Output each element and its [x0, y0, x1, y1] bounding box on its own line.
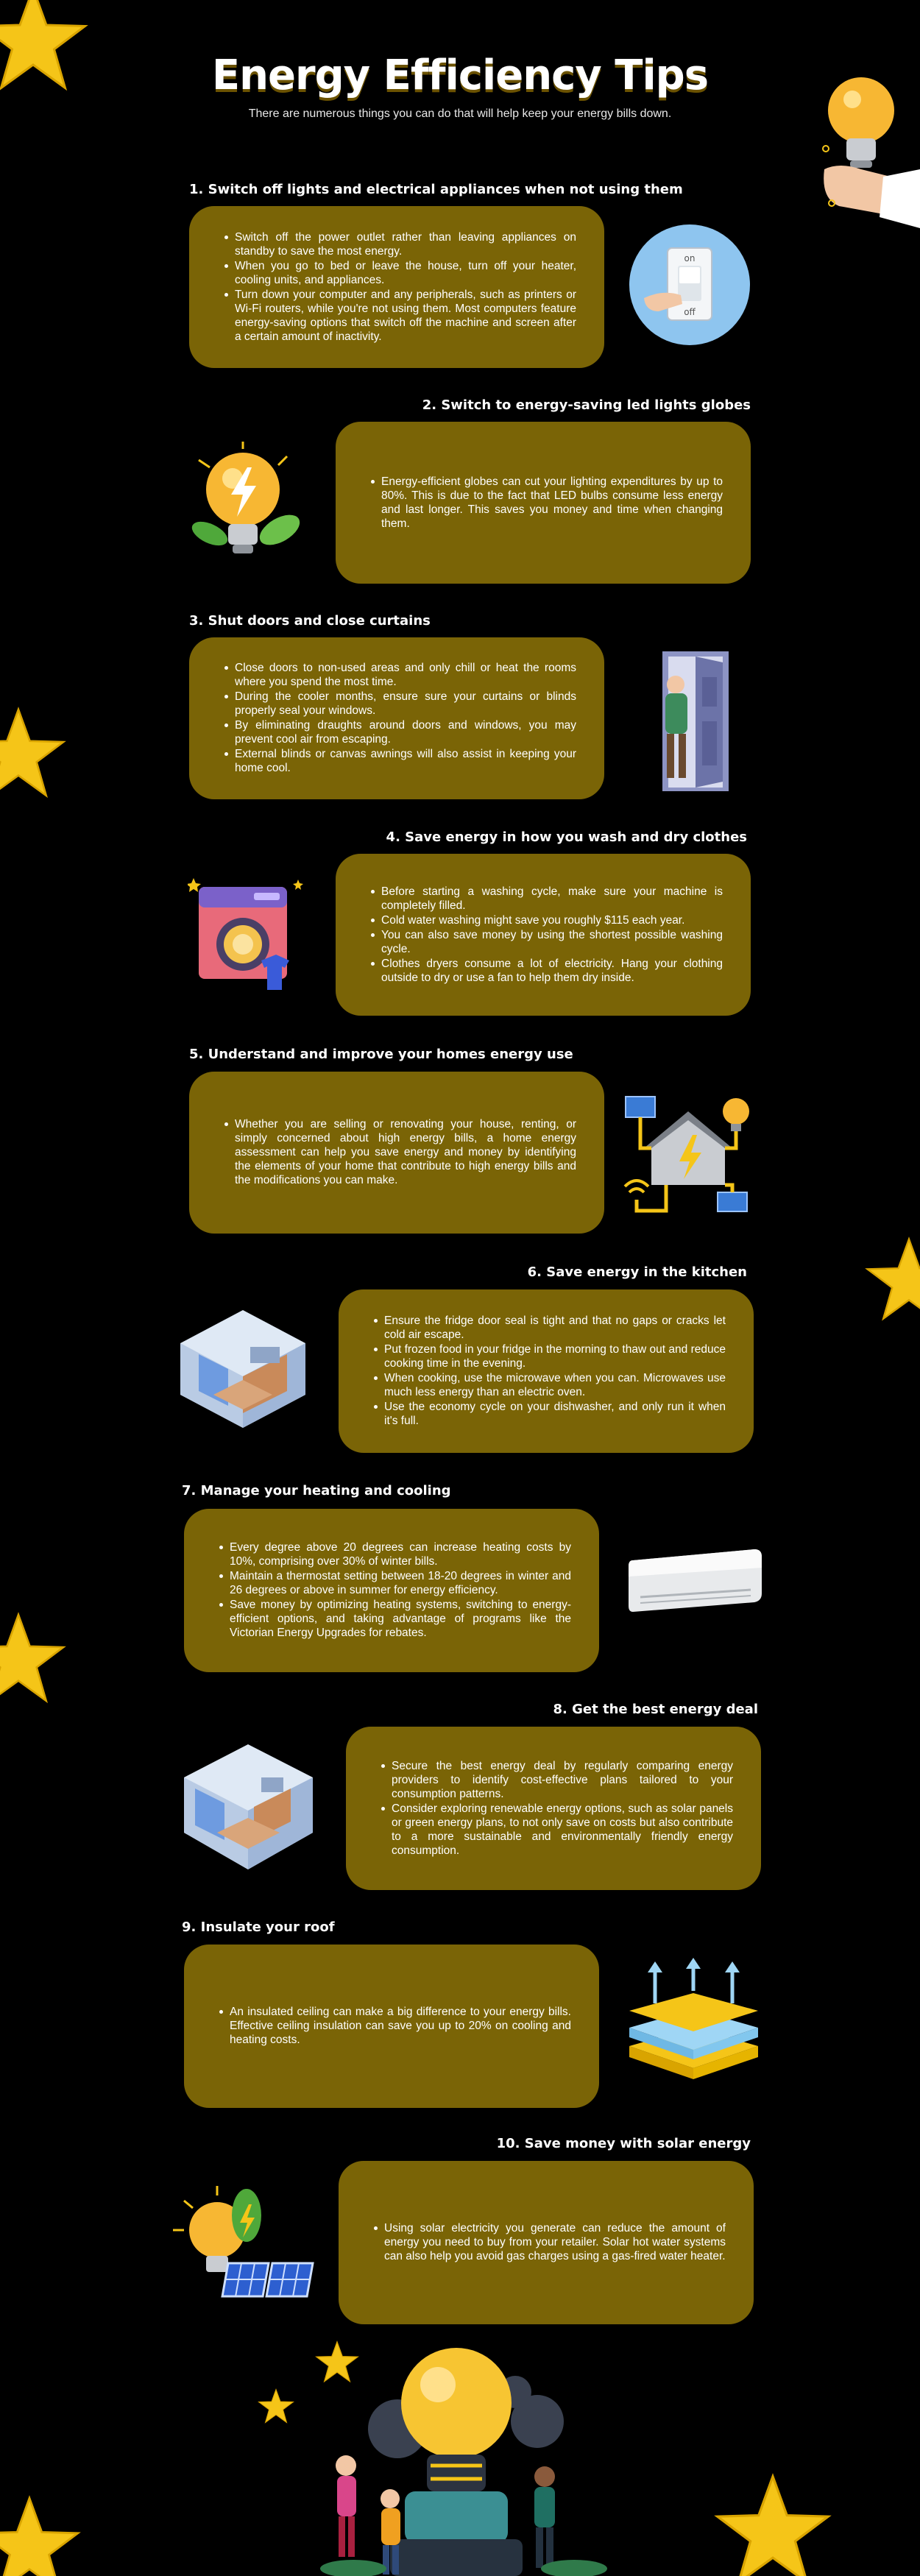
section-heading: 6. Save energy in the kitchen: [527, 1264, 747, 1280]
air-conditioner-icon: [629, 1549, 762, 1612]
tip-card: Energy-efficient globes can cut your lig…: [336, 422, 751, 584]
tip-list: An insulated ceiling can make a big diff…: [219, 2005, 571, 2048]
tip-list: Every degree above 20 degrees can increa…: [219, 1540, 571, 1641]
kitchen-room-icon: [180, 1310, 305, 1428]
section-heading: 5. Understand and improve your homes ene…: [189, 1047, 573, 1062]
tip-item: Switch off the power outlet rather than …: [224, 230, 576, 258]
tip-list: Energy-efficient globes can cut your lig…: [371, 475, 723, 531]
tip-card: Every degree above 20 degrees can increa…: [184, 1509, 599, 1672]
section-heading: 7. Manage your heating and cooling: [182, 1483, 451, 1498]
tip-card: Close doors to non-used areas and only c…: [189, 637, 604, 799]
tip-item: During the cooler months, ensure sure yo…: [224, 690, 576, 718]
section-heading: 2. Switch to energy-saving led lights gl…: [422, 397, 751, 413]
tip-item: You can also save money by using the sho…: [371, 928, 723, 956]
section-heading: 10. Save money with solar energy: [496, 2136, 751, 2151]
tip-item: An insulated ceiling can make a big diff…: [219, 2005, 571, 2047]
tip-item: Save money by optimizing heating systems…: [219, 1598, 571, 1640]
tip-list: Before starting a washing cycle, make su…: [371, 885, 723, 986]
tip-item: Whether you are selling or renovating yo…: [224, 1117, 576, 1187]
tip-card: Switch off the power outlet rather than …: [189, 206, 604, 368]
light-switch-icon: on off: [629, 224, 750, 345]
people-lightbulb-icon: [320, 2348, 607, 2576]
switch-on-label: on: [684, 253, 696, 263]
tip-card: Whether you are selling or renovating yo…: [189, 1072, 604, 1234]
star-icon: [315, 2340, 359, 2383]
switch-off-label: off: [684, 307, 696, 317]
tip-card: Before starting a washing cycle, make su…: [336, 854, 751, 1016]
solar-panel-icon: [173, 2186, 314, 2298]
tip-card: An insulated ceiling can make a big diff…: [184, 1945, 599, 2108]
section-heading: 1. Switch off lights and electrical appl…: [189, 182, 683, 197]
roof-insulation-icon: [629, 1958, 758, 2079]
section-heading: 4. Save energy in how you wash and dry c…: [386, 829, 747, 845]
led-bulb-icon: [191, 442, 300, 553]
tip-item: Use the economy cycle on your dishwasher…: [374, 1400, 726, 1428]
tip-item: By eliminating draughts around doors and…: [224, 718, 576, 746]
tip-card: Ensure the fridge door seal is tight and…: [339, 1289, 754, 1453]
tip-list: Using solar electricity you generate can…: [374, 2221, 726, 2264]
house-room-icon: [184, 1744, 313, 1869]
washing-machine-icon: [188, 878, 303, 990]
star-icon: [258, 2388, 294, 2424]
star-icon: [0, 1612, 66, 1704]
star-icon: [0, 2495, 81, 2576]
tip-item: Clothes dryers consume a lot of electric…: [371, 957, 723, 985]
tip-item: Before starting a washing cycle, make su…: [371, 885, 723, 913]
star-icon: [0, 0, 88, 91]
tip-item: Ensure the fridge door seal is tight and…: [374, 1314, 726, 1342]
tip-list: Close doors to non-used areas and only c…: [224, 661, 576, 776]
tip-item: Using solar electricity you generate can…: [374, 2221, 726, 2263]
hand-lightbulb-icon: [822, 77, 920, 228]
tip-item: Maintain a thermostat setting between 18…: [219, 1569, 571, 1597]
tip-item: Close doors to non-used areas and only c…: [224, 661, 576, 689]
tip-item: Consider exploring renewable energy opti…: [381, 1802, 733, 1858]
tip-item: Every degree above 20 degrees can increa…: [219, 1540, 571, 1568]
tip-card: Secure the best energy deal by regularly…: [346, 1727, 761, 1890]
page-title: Energy Efficiency Tips: [211, 52, 709, 99]
page-subtitle: There are numerous things you can do tha…: [248, 107, 672, 120]
tip-item: Turn down your computer and any peripher…: [224, 288, 576, 344]
tip-list: Switch off the power outlet rather than …: [224, 230, 576, 344]
tip-list: Secure the best energy deal by regularly…: [381, 1759, 733, 1858]
tip-list: Whether you are selling or renovating yo…: [224, 1117, 576, 1188]
star-icon: [714, 2473, 832, 2576]
tip-list: Ensure the fridge door seal is tight and…: [374, 1314, 726, 1429]
tip-item: When you go to bed or leave the house, t…: [224, 259, 576, 287]
section-heading: 3. Shut doors and close curtains: [189, 613, 431, 629]
tip-item: External blinds or canvas awnings will a…: [224, 747, 576, 775]
tip-item: Energy-efficient globes can cut your lig…: [371, 475, 723, 531]
tip-item: Put frozen food in your fridge in the mo…: [374, 1342, 726, 1370]
star-icon: [0, 707, 66, 799]
tip-item: When cooking, use the microwave when you…: [374, 1371, 726, 1399]
section-heading: 9. Insulate your roof: [182, 1919, 335, 1935]
tip-item: Cold water washing might save you roughl…: [371, 913, 723, 927]
open-door-icon: [662, 651, 729, 791]
tip-item: Secure the best energy deal by regularly…: [381, 1759, 733, 1801]
tip-card: Using solar electricity you generate can…: [339, 2161, 754, 2324]
star-icon: [865, 1236, 920, 1321]
section-heading: 8. Get the best energy deal: [553, 1702, 758, 1717]
smart-home-icon: [623, 1096, 749, 1213]
